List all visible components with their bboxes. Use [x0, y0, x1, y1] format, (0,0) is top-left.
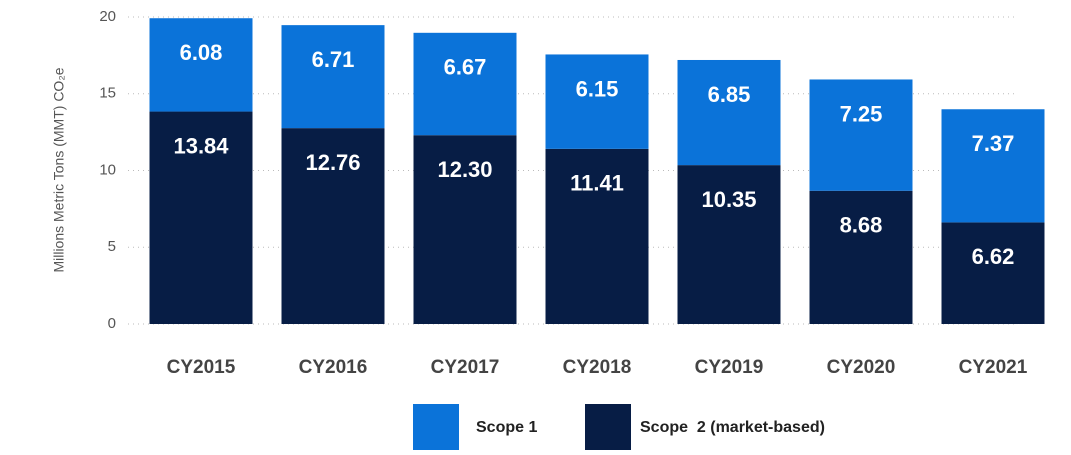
data-label: 11.41: [570, 171, 624, 196]
x-tick-label: CY2018: [563, 357, 632, 378]
bar-segment: [677, 165, 781, 324]
legend-swatch: [413, 404, 459, 450]
data-label: 7.37: [972, 131, 1015, 156]
data-label: 12.76: [305, 150, 360, 175]
bar-segment: [809, 79, 913, 191]
y-tick-label: 5: [108, 238, 116, 255]
x-tick-label: CY2017: [431, 357, 500, 378]
data-label: 8.68: [840, 213, 883, 238]
data-label: 12.30: [437, 157, 492, 182]
x-tick-label: CY2020: [827, 357, 896, 378]
y-tick-label: 20: [99, 8, 116, 25]
data-label: 10.35: [701, 187, 756, 212]
bar-segment: [413, 32, 517, 136]
bar-segment: [941, 222, 1045, 324]
bar-segment: [281, 128, 385, 324]
data-label: 13.84: [173, 133, 229, 158]
data-label: 6.15: [576, 76, 619, 101]
x-tick-label: CY2021: [959, 357, 1028, 378]
data-label: 6.71: [312, 47, 355, 72]
legend-swatch: [585, 404, 631, 450]
y-axis-title: Millions Metric Tons (MMT) CO₂e: [51, 67, 67, 272]
legend-label: Scope 1: [476, 419, 537, 436]
data-label: 6.62: [972, 244, 1015, 269]
bar-segment: [149, 111, 253, 324]
bar-segment: [545, 54, 649, 149]
bar-segment: [941, 109, 1045, 223]
legend-label: Scope 2 (market-based): [640, 419, 825, 436]
y-tick-label: 0: [108, 315, 116, 332]
x-tick-label: CY2016: [299, 357, 368, 378]
bar-segment: [545, 148, 649, 324]
bar-segment: [809, 190, 913, 324]
y-tick-label: 10: [99, 161, 116, 178]
data-label: 6.08: [180, 40, 223, 65]
bar-segment: [677, 59, 781, 166]
x-tick-label: CY2015: [167, 357, 236, 378]
bar-segment: [413, 135, 517, 324]
y-tick-label: 15: [99, 85, 116, 102]
bar-segment: [281, 25, 385, 129]
bar-segment: [149, 18, 253, 112]
data-label: 6.85: [708, 82, 751, 107]
data-label: 6.67: [444, 55, 487, 80]
x-tick-label: CY2019: [695, 357, 764, 378]
data-label: 7.25: [840, 101, 883, 126]
